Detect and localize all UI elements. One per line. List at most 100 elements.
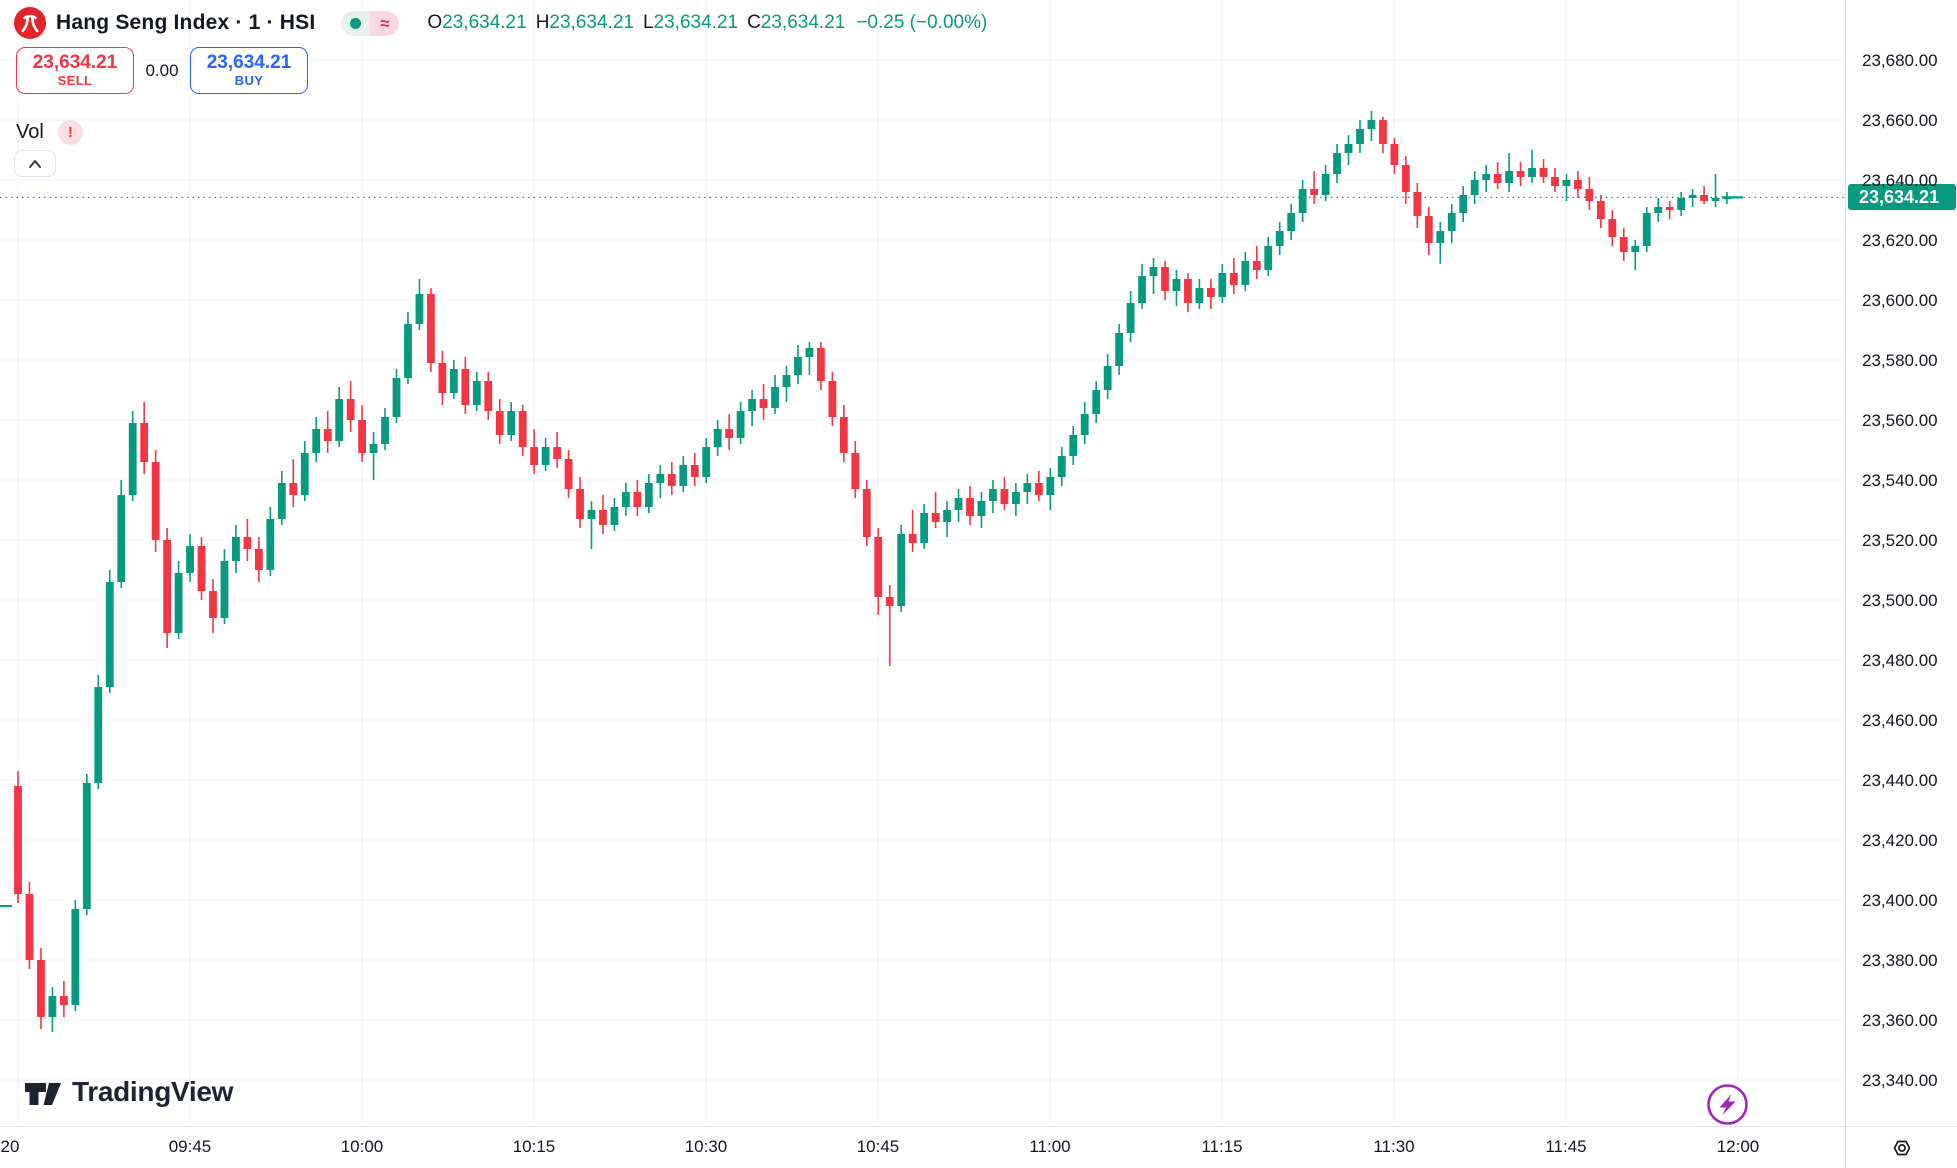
candle-body [977,501,986,516]
candle-body [874,537,883,597]
candle-body [174,573,183,633]
volume-warning-icon[interactable]: ! [57,120,83,145]
flash-order-button[interactable] [1705,1082,1750,1127]
price-tick-label: 23,540.00 [1862,471,1938,490]
candle-body [254,549,263,570]
price-tick-label: 23,460.00 [1862,711,1938,730]
candle-body [1505,171,1513,183]
candle-body [472,381,481,405]
price-tick-label: 23,600.00 [1862,291,1938,310]
candle-body [1516,171,1525,177]
market-status-pill[interactable]: ≈ [341,10,400,36]
price-tick-label: 23,680.00 [1862,51,1938,70]
candle-body [1619,237,1628,252]
candle-body [518,411,527,447]
symbol-title[interactable]: Hang Seng Index · 1 · HSI [56,11,316,34]
candle-body [1069,435,1078,456]
candle-body [1654,207,1663,213]
candle-body [1493,174,1502,183]
time-tick-label: 10:45 [856,1137,900,1156]
open-value: 23,634.21 [442,12,527,33]
candle-body [1275,231,1284,246]
candle-body [805,348,814,357]
candle-body [82,783,91,909]
market-open-icon[interactable] [341,10,371,36]
candle-body [1161,267,1169,291]
candle-body [484,381,493,411]
candle-body [576,489,584,519]
candle-body [782,375,791,387]
candlestick-chart-canvas[interactable] [0,0,1845,1126]
axis-settings-corner[interactable] [1845,1126,1957,1168]
candle-body [277,483,286,519]
candle-body [1390,144,1399,165]
candle-body [828,381,837,417]
hsi-symbol-logo-icon [14,7,46,39]
candle-body [117,495,126,582]
candle-body [1356,129,1364,144]
candle-body [1470,180,1479,195]
candle-body [323,429,332,441]
candle-body [1149,267,1158,276]
candle-body [300,453,309,495]
candle-body [679,465,688,486]
candle-body [140,423,149,462]
candle-body [94,687,103,783]
buy-label: BUY [234,73,264,88]
candle-body [495,411,504,435]
volume-indicator-row: Vol ! [16,120,83,145]
price-tick-label: 23,420.00 [1862,831,1938,850]
candle-body [1596,201,1605,219]
candle-body [232,537,240,561]
spread-value: 0.00 [145,60,179,80]
price-tick-label: 23,520.00 [1862,531,1938,550]
candle-body [564,459,573,489]
collapse-legend-button[interactable] [14,150,56,177]
candle-body [1379,120,1387,144]
price-tick-label: 23,340.00 [1862,1071,1938,1090]
close-key: C [747,12,761,33]
price-tick-label: 23,640.00 [1862,171,1938,190]
candle-body [794,357,802,375]
trade-panel: 23,634.21 SELL 0.00 23,634.21 BUY [16,47,308,94]
time-tick-label: 10:15 [512,1137,556,1156]
sell-price: 23,634.21 [32,52,118,73]
price-tick-label: 23,440.00 [1862,771,1938,790]
candle-body [59,996,68,1005]
candle-body [851,453,860,489]
tradingview-logo[interactable]: TradingView [23,1076,233,1108]
candle-body [243,537,252,549]
current-price-label: 23,634.21 [1848,184,1956,211]
sell-button[interactable]: 23,634.21 SELL [16,47,134,94]
lightning-icon [1707,1084,1748,1125]
time-tick-label: 11:45 [1545,1137,1587,1156]
candle-body [438,363,447,393]
candle-body [1138,276,1146,303]
candle-body [1011,492,1020,504]
time-tick-label: 11:00 [1029,1137,1071,1156]
candle-body [25,894,34,960]
price-tick-label: 23,380.00 [1862,951,1938,970]
candle-body [128,423,137,495]
candle-body [599,510,607,525]
candle-body [1229,273,1238,285]
sell-label: SELL [57,73,93,88]
candle-body [427,294,435,363]
candle-body [1551,177,1559,186]
price-axis[interactable]: 23,634.21 23,680.00 23,660.00 23,640.00 23,… [1845,0,1957,1126]
time-axis[interactable]: 20 09:45 10:00 10:15 10:30 10:45 11:00 11:15 11:… [0,1126,1845,1168]
candle-body [1206,288,1215,297]
buy-button[interactable]: 23,634.21 BUY [190,47,308,94]
candle-body [220,561,229,618]
candle-body [209,591,217,618]
candle-body [1046,477,1055,495]
candle-body [346,399,355,420]
candle-body [1677,198,1686,210]
candle-body [335,399,344,441]
candle-body [1057,456,1066,477]
time-tick-label: 12:00 [1716,1137,1760,1156]
similar-symbols-icon[interactable]: ≈ [370,10,400,36]
candle-body [644,483,653,507]
candle-body [1298,189,1307,213]
candle-body [530,447,539,465]
